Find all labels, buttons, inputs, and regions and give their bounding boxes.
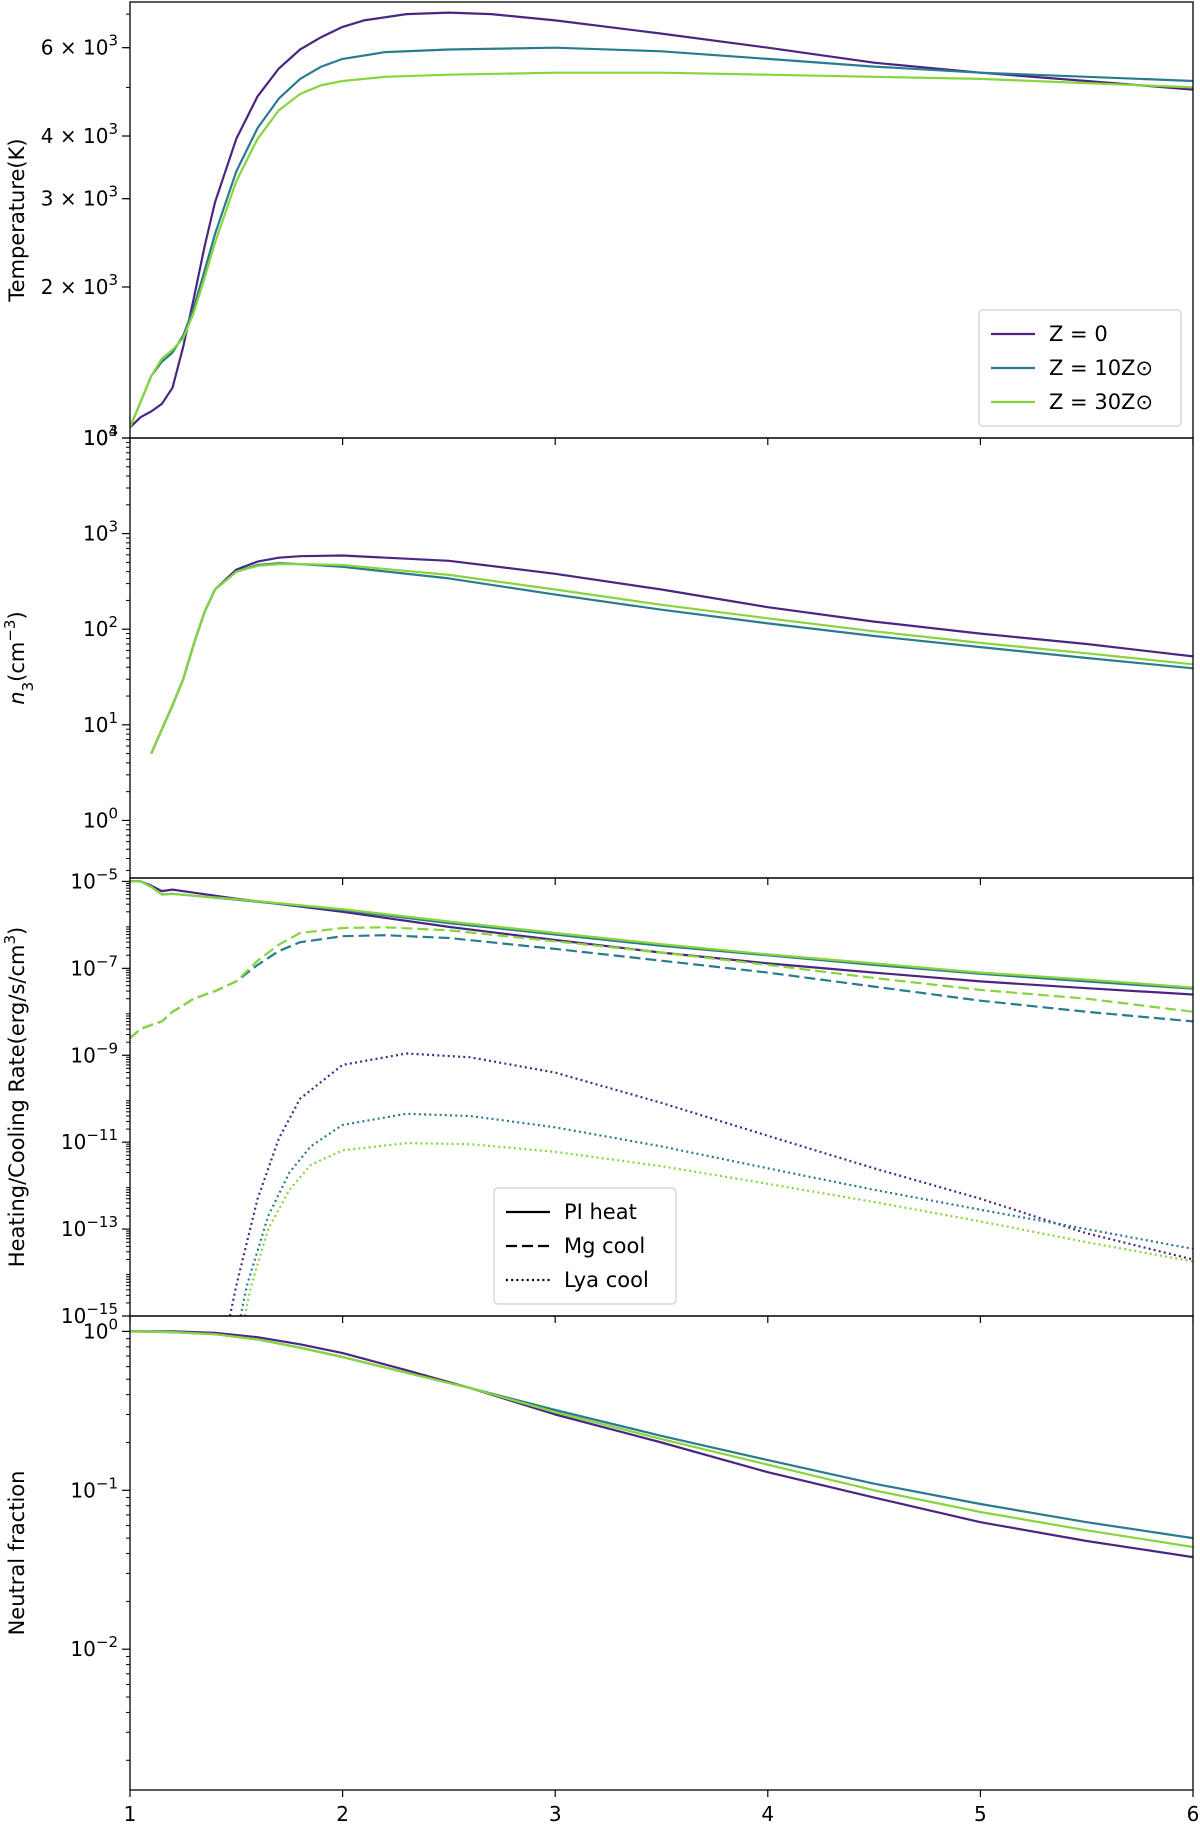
y-tick-label: 10−15 bbox=[61, 1300, 118, 1328]
series-line-z-30z bbox=[150, 562, 1193, 755]
legend-label: Z = 0 bbox=[1049, 322, 1108, 346]
y-tick-label: 100 bbox=[83, 1315, 118, 1343]
plot-frame bbox=[129, 437, 1194, 879]
y-tick-label: 10−2 bbox=[70, 1633, 118, 1661]
y-tick-label: 10−5 bbox=[70, 865, 118, 893]
y-tick-label: 2 × 103 bbox=[41, 271, 118, 299]
panel-heating-cooling: 10−15 10−13 10−11 10−9 10−7 10−5 Heating/Cooli… bbox=[1, 865, 1194, 1328]
series-line-mg-cool-z-30z bbox=[130, 926, 1193, 1039]
series-line-lya-cool-z-30z bbox=[243, 1141, 1193, 1316]
y-tick-label: 10−7 bbox=[70, 952, 118, 980]
x-tick-label: 5 bbox=[974, 1802, 987, 1824]
series-line-z-0 bbox=[130, 1330, 1193, 1559]
series-line-pi-heat-z-0 bbox=[130, 880, 1193, 996]
series-line-z-0 bbox=[130, 11, 1193, 429]
x-tick-label: 3 bbox=[549, 1802, 562, 1824]
series-line-z-0 bbox=[150, 554, 1193, 755]
x-tick-label: 2 bbox=[336, 1802, 349, 1824]
y-axis-label: Neutral fraction bbox=[5, 1471, 29, 1636]
legend-label: PI heat bbox=[564, 1200, 637, 1224]
series-line-z-30z bbox=[130, 71, 1193, 428]
series-line-lya-cool-z-0 bbox=[228, 1052, 1193, 1316]
y-tick-label: 10−9 bbox=[70, 1039, 118, 1067]
y-tick-label: 10−13 bbox=[61, 1213, 118, 1241]
y-axis-label: n3(cm−3) bbox=[1, 611, 37, 704]
x-tick-label: 6 bbox=[1187, 1802, 1200, 1824]
series-line-z-10z bbox=[130, 1330, 1193, 1540]
legend-label: Z = 10Z⊙ bbox=[1049, 356, 1153, 380]
plot-frame bbox=[129, 1315, 1194, 1791]
y-tick-label: 104 bbox=[83, 422, 118, 450]
y-tick-label: 4 × 103 bbox=[41, 120, 118, 148]
x-tick-label: 1 bbox=[124, 1802, 137, 1824]
legend-box bbox=[978, 309, 1182, 427]
legend-label: Mg cool bbox=[564, 1234, 645, 1258]
y-tick-label: 10−11 bbox=[61, 1126, 118, 1154]
y-tick-label: 10−1 bbox=[70, 1474, 118, 1502]
legend: Z = 0 Z = 10Z⊙ Z = 30Z⊙ bbox=[978, 309, 1182, 427]
y-tick-label: 3 × 103 bbox=[41, 183, 118, 211]
legend-box bbox=[493, 1187, 677, 1305]
y-tick-label: 102 bbox=[83, 613, 118, 641]
series-line-lya-cool-z-10z bbox=[239, 1112, 1193, 1316]
x-tick-label: 4 bbox=[761, 1802, 774, 1824]
y-tick-label: 103 bbox=[83, 518, 118, 546]
y-axis-label: Heating/Cooling Rate(erg/s/cm3) bbox=[1, 927, 29, 1267]
y-tick-label: 101 bbox=[83, 709, 118, 737]
y-tick-label: 100 bbox=[83, 804, 118, 832]
y-tick-label: 103 bbox=[83, 422, 118, 450]
legend: PI heat Mg cool Lya cool bbox=[493, 1187, 677, 1305]
legend-label: Lya cool bbox=[564, 1268, 649, 1292]
series-line-z-30z bbox=[130, 1330, 1193, 1549]
panel-temperature: 103 2 × 103 3 × 103 4 × 103 6 × 103 Temperatu… bbox=[5, 1, 1194, 450]
series-line-pi-heat-z-10z bbox=[130, 880, 1193, 990]
series-line-mg-cool-z-10z bbox=[130, 934, 1193, 1039]
y-tick-label: 6 × 103 bbox=[41, 32, 118, 60]
series-line-pi-heat-z-30z bbox=[130, 880, 1193, 989]
y-axis-label: Temperature(K) bbox=[5, 138, 29, 302]
series-line-z-10z bbox=[130, 46, 1193, 428]
legend-label: Z = 30Z⊙ bbox=[1049, 390, 1153, 414]
